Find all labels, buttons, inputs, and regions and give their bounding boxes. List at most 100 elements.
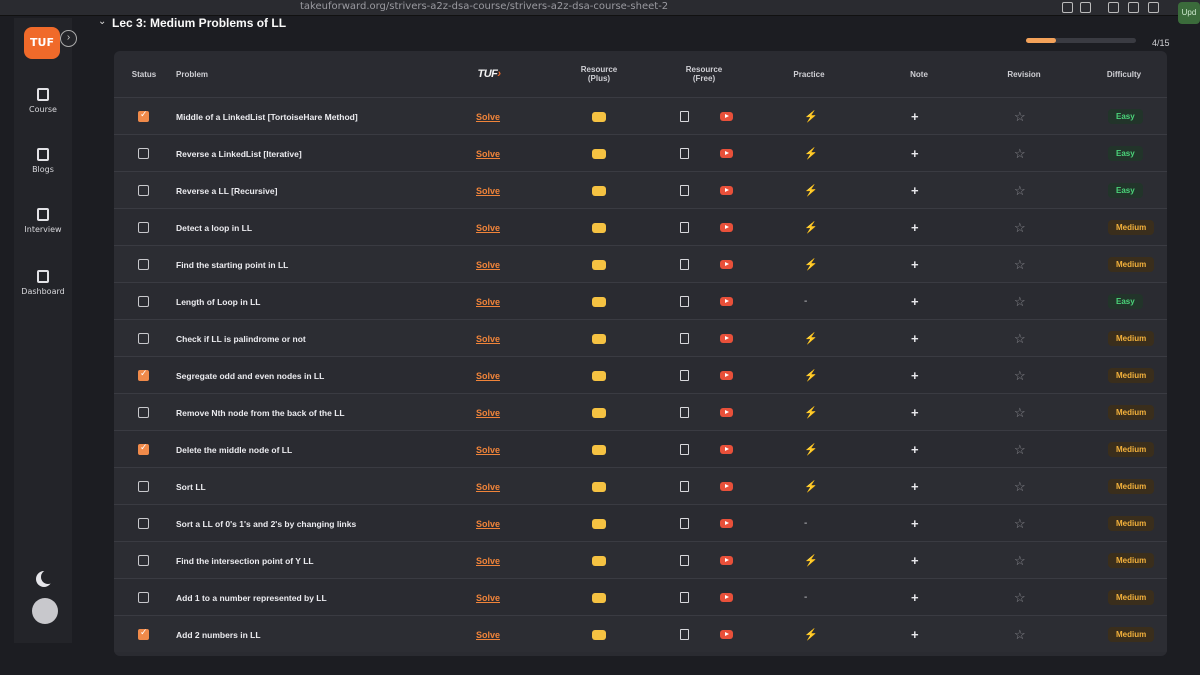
article-icon[interactable]	[680, 333, 689, 344]
add-note-icon[interactable]: +	[911, 479, 919, 494]
practice-icon[interactable]: ⚡	[804, 222, 818, 234]
solve-link[interactable]: Solve	[476, 481, 501, 492]
solve-link[interactable]: Solve	[476, 370, 501, 381]
plus-resource-icon[interactable]	[592, 444, 606, 455]
practice-icon[interactable]: ⚡	[804, 370, 818, 382]
solve-link[interactable]: Solve	[476, 407, 501, 418]
plus-resource-icon[interactable]	[592, 407, 606, 418]
star-icon[interactable]: ☆	[1014, 293, 1026, 309]
status-checkbox[interactable]	[138, 148, 149, 159]
extension-icon[interactable]	[1062, 2, 1073, 13]
article-icon[interactable]	[680, 555, 689, 566]
plus-resource-icon[interactable]	[592, 111, 606, 122]
avatar[interactable]	[32, 598, 58, 624]
status-checkbox[interactable]	[138, 296, 149, 307]
article-icon[interactable]	[680, 629, 689, 640]
practice-icon[interactable]: ⚡	[804, 111, 818, 123]
star-icon[interactable]: ☆	[1014, 330, 1026, 346]
solve-link[interactable]: Solve	[476, 444, 501, 455]
plus-resource-icon[interactable]	[592, 222, 606, 233]
solve-link[interactable]: Solve	[476, 333, 501, 344]
star-icon[interactable]: ☆	[1014, 626, 1026, 642]
youtube-icon[interactable]	[720, 334, 733, 343]
practice-icon[interactable]: ⚡	[804, 629, 818, 641]
add-note-icon[interactable]: +	[911, 405, 919, 420]
add-note-icon[interactable]: +	[911, 183, 919, 198]
article-icon[interactable]	[680, 592, 689, 603]
add-note-icon[interactable]: +	[911, 146, 919, 161]
add-note-icon[interactable]: +	[911, 368, 919, 383]
solve-link[interactable]: Solve	[476, 111, 501, 122]
status-checkbox[interactable]	[138, 333, 149, 344]
star-icon[interactable]: ☆	[1014, 404, 1026, 420]
status-checkbox[interactable]	[138, 518, 149, 529]
article-icon[interactable]	[680, 481, 689, 492]
status-checkbox[interactable]	[138, 442, 149, 455]
solve-link[interactable]: Solve	[476, 555, 501, 566]
add-note-icon[interactable]: +	[911, 109, 919, 124]
plus-resource-icon[interactable]	[592, 148, 606, 159]
status-checkbox[interactable]	[138, 627, 149, 640]
add-note-icon[interactable]: +	[911, 331, 919, 346]
sidebar-toggle-icon[interactable]	[1108, 2, 1119, 13]
article-icon[interactable]	[680, 259, 689, 270]
plus-resource-icon[interactable]	[592, 555, 606, 566]
add-note-icon[interactable]: +	[911, 257, 919, 272]
article-icon[interactable]	[680, 444, 689, 455]
practice-icon[interactable]: ⚡	[804, 407, 818, 419]
star-icon[interactable]: ☆	[1014, 515, 1026, 531]
youtube-icon[interactable]	[720, 556, 733, 565]
add-note-icon[interactable]: +	[911, 553, 919, 568]
youtube-icon[interactable]	[720, 260, 733, 269]
add-note-icon[interactable]: +	[911, 627, 919, 642]
youtube-icon[interactable]	[720, 630, 733, 639]
youtube-icon[interactable]	[720, 519, 733, 528]
collapse-sidebar-button[interactable]: ›	[60, 30, 77, 47]
solve-link[interactable]: Solve	[476, 185, 501, 196]
add-note-icon[interactable]: +	[911, 590, 919, 605]
article-icon[interactable]	[680, 296, 689, 307]
star-icon[interactable]: ☆	[1014, 589, 1026, 605]
practice-icon[interactable]: ⚡	[804, 333, 818, 345]
practice-icon[interactable]: ⚡	[804, 481, 818, 493]
practice-icon[interactable]: ⚡	[804, 444, 818, 456]
status-checkbox[interactable]	[138, 185, 149, 196]
star-icon[interactable]: ☆	[1014, 256, 1026, 272]
plus-resource-icon[interactable]	[592, 481, 606, 492]
solve-link[interactable]: Solve	[476, 592, 501, 603]
tuf-logo[interactable]: TUF	[24, 27, 60, 59]
star-icon[interactable]: ☆	[1014, 145, 1026, 161]
star-icon[interactable]: ☆	[1014, 182, 1026, 198]
section-title[interactable]: Lec 3: Medium Problems of LL	[112, 16, 287, 30]
update-button[interactable]: Upd	[1178, 2, 1200, 24]
youtube-icon[interactable]	[720, 297, 733, 306]
status-checkbox[interactable]	[138, 407, 149, 418]
chevron-down-icon[interactable]: ⌄	[98, 16, 107, 27]
solve-link[interactable]: Solve	[476, 222, 501, 233]
solve-link[interactable]: Solve	[476, 296, 501, 307]
youtube-icon[interactable]	[720, 408, 733, 417]
youtube-icon[interactable]	[720, 149, 733, 158]
article-icon[interactable]	[680, 148, 689, 159]
youtube-icon[interactable]	[720, 482, 733, 491]
extension-icon[interactable]	[1080, 2, 1091, 13]
star-icon[interactable]: ☆	[1014, 441, 1026, 457]
plus-resource-icon[interactable]	[592, 629, 606, 640]
add-note-icon[interactable]: +	[911, 442, 919, 457]
practice-icon[interactable]: ⚡	[804, 555, 818, 567]
youtube-icon[interactable]	[720, 112, 733, 121]
article-icon[interactable]	[680, 222, 689, 233]
youtube-icon[interactable]	[720, 371, 733, 380]
article-icon[interactable]	[680, 407, 689, 418]
status-checkbox[interactable]	[138, 481, 149, 492]
add-note-icon[interactable]: +	[911, 294, 919, 309]
plus-resource-icon[interactable]	[592, 518, 606, 529]
plus-resource-icon[interactable]	[592, 370, 606, 381]
youtube-icon[interactable]	[720, 593, 733, 602]
status-checkbox[interactable]	[138, 592, 149, 603]
article-icon[interactable]	[680, 518, 689, 529]
add-note-icon[interactable]: +	[911, 220, 919, 235]
solve-link[interactable]: Solve	[476, 148, 501, 159]
youtube-icon[interactable]	[720, 223, 733, 232]
status-checkbox[interactable]	[138, 368, 149, 381]
